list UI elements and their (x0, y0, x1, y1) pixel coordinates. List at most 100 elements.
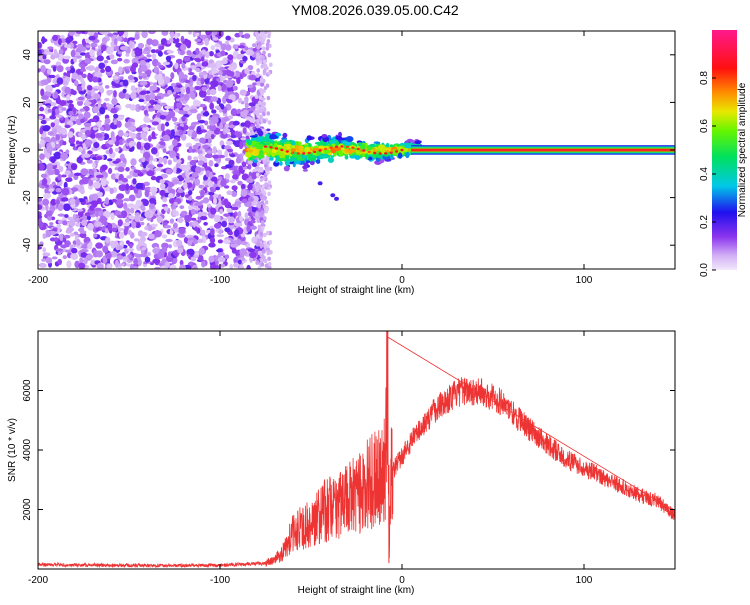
spectrogram-cell (265, 141, 271, 145)
spectrogram-cell (44, 103, 53, 107)
spectrogram-cell (262, 204, 267, 209)
spectrogram-cell (367, 150, 371, 154)
spectrogram-cell (176, 218, 184, 223)
spectrogram-cell (47, 46, 54, 50)
spectrogram-cell (52, 34, 59, 42)
spectrogram-cell (192, 239, 199, 245)
spectrogram-cell (134, 33, 140, 40)
spectrogram-cell (117, 129, 124, 137)
spectrogram-cell (47, 108, 53, 113)
spectrogram-cell (373, 151, 377, 155)
spectrogram-cell (145, 94, 151, 102)
spectrogram-cell (279, 161, 283, 166)
spectrogram-cell (198, 137, 206, 144)
spectrogram-cell (239, 89, 247, 96)
spectrogram-cell (247, 84, 254, 89)
spectrogram-cell (147, 164, 155, 169)
spectrogram-cell (57, 203, 64, 212)
spectrogram-cell (170, 83, 177, 87)
spectrogram-cell (97, 101, 102, 110)
spectrogram-cell (166, 50, 174, 54)
spectrogram-cell (179, 205, 185, 210)
spectrogram-cell (164, 261, 170, 269)
spectrogram-cell (260, 225, 265, 231)
spectrogram-cell (118, 184, 127, 192)
spectrogram-cell (179, 259, 184, 266)
spectrogram-cell (70, 49, 76, 58)
spectrogram-cell (261, 55, 265, 60)
spectrogram-cell (169, 218, 175, 224)
spectrogram-cell (81, 219, 88, 226)
spectrogram-cell (232, 85, 238, 91)
spectrogram-cell (256, 52, 260, 57)
spectrogram-cell (98, 191, 103, 197)
spectrogram-cell (117, 36, 122, 42)
spectrogram-cell (340, 137, 347, 141)
spectrogram-marks (38, 31, 675, 269)
spectrogram-cell (249, 118, 256, 123)
spectrogram-cell (226, 148, 234, 153)
spectrogram-cell (140, 249, 145, 255)
spectrogram-cell (128, 75, 134, 80)
spectrogram-cell (127, 254, 132, 258)
spectrogram-cell (261, 249, 266, 254)
spectrogram-cell (238, 165, 243, 174)
spectrogram-cell (159, 183, 166, 190)
spectrogram-cell (258, 135, 263, 140)
spectrogram-cell (263, 258, 268, 264)
spectrogram-cell (200, 215, 208, 221)
spectrogram-cell (84, 129, 92, 136)
spectrogram-cell (143, 116, 150, 123)
spectrogram-cell (169, 230, 174, 235)
spectrogram-cell (228, 115, 234, 120)
spectrogram-cell (260, 254, 265, 259)
spectrogram-cell (142, 50, 150, 55)
spectrogram-cell (208, 70, 212, 75)
spectrogram-cell (75, 31, 83, 34)
spectrogram-cell (149, 85, 158, 91)
spectrogram-cell (284, 160, 290, 166)
spectrogram-cell (57, 173, 62, 181)
spectrogram-cell (167, 159, 172, 166)
snr-panel: -200 -100 0 100 2000 4000 6000 Height of stra… (7, 330, 676, 596)
spectrogram-cell (171, 37, 180, 44)
spectrogram-cell (220, 59, 228, 65)
spectrogram-cell (46, 145, 53, 154)
spectrogram-cell (160, 123, 165, 132)
spectrogram-cell (105, 65, 112, 73)
spectrogram-cell (79, 108, 86, 112)
spectrogram-cell (187, 248, 195, 254)
spectrogram-cell (344, 154, 349, 160)
spectrogram-cell (256, 61, 260, 66)
spectrogram-cell (256, 183, 261, 188)
spectrogram-cell (202, 144, 210, 149)
spectrogram-cell (156, 157, 164, 163)
spectrogram-cell (92, 181, 101, 189)
spectrogram-cell (118, 31, 125, 36)
spectrogram-cell (385, 149, 389, 153)
spectrogram-cell (50, 198, 57, 206)
spectrogram-cell (203, 157, 208, 163)
spectrogram-cell (148, 135, 152, 142)
spectrogram-cell (137, 239, 144, 246)
spectrogram-cell (86, 94, 92, 99)
spectrogram-cell (149, 202, 155, 210)
spectrogram-cell (172, 166, 177, 174)
spectrogram-cell (262, 119, 267, 124)
spectrogram-cell (185, 86, 191, 95)
spectrogram-cell (125, 66, 131, 70)
spectrogram-cell (139, 80, 148, 86)
spectrogram-cell (118, 139, 124, 146)
spectrogram-cell (209, 123, 217, 132)
spectrogram-cell (209, 237, 216, 244)
spectrogram-cell (216, 234, 225, 238)
spectrogram-cell (206, 150, 213, 154)
spectrogram-cell (84, 122, 92, 128)
spectrogram-cell (107, 33, 114, 37)
spectrogram-cell (172, 178, 180, 185)
spectrogram-cell (265, 46, 270, 51)
spectrogram-cell (71, 247, 78, 254)
spectrogram-cell (232, 174, 239, 180)
spectrogram-cell (247, 248, 256, 253)
spectrogram-cell (266, 111, 271, 116)
